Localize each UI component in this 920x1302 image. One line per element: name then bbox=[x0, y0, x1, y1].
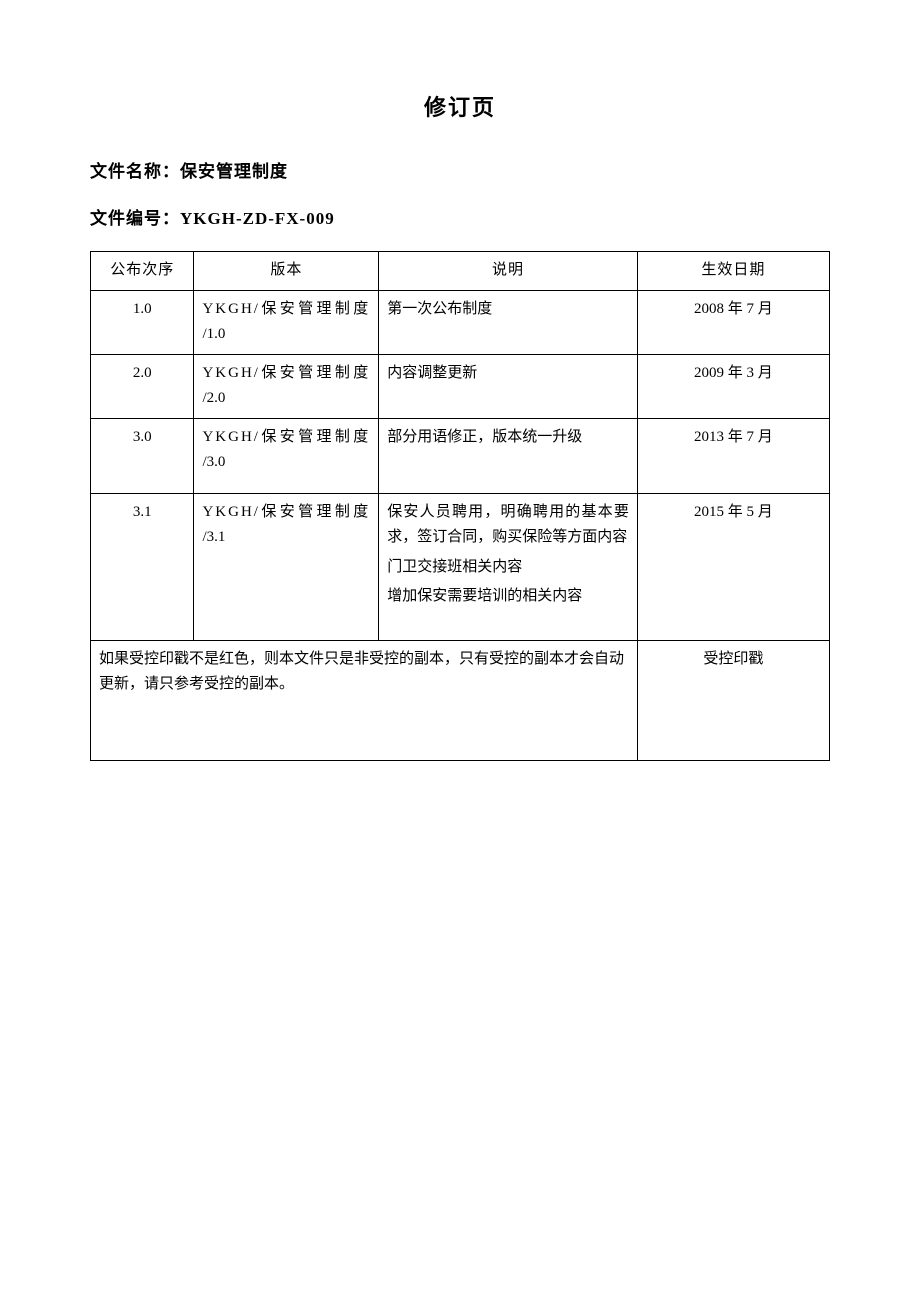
file-name-value: 保安管理制度 bbox=[180, 162, 288, 181]
footer-stamp-label: 受控印戳 bbox=[637, 640, 829, 760]
cell-order: 2.0 bbox=[91, 354, 194, 418]
version-line1: YKGH/保安管理制度 bbox=[202, 500, 370, 526]
version-line1: YKGH/保安管理制度 bbox=[202, 297, 370, 323]
file-name-line: 文件名称：保安管理制度 bbox=[90, 157, 830, 182]
cell-description: 保安人员聘用，明确聘用的基本要求，签订合同，购买保险等方面内容 门卫交接班相关内… bbox=[379, 493, 638, 640]
header-date: 生效日期 bbox=[637, 252, 829, 291]
revision-table: 公布次序 版本 说明 生效日期 1.0 YKGH/保安管理制度 /1.0 第一次… bbox=[90, 251, 830, 761]
cell-version: YKGH/保安管理制度 /3.1 bbox=[194, 493, 379, 640]
table-row: 3.0 YKGH/保安管理制度 /3.0 部分用语修正，版本统一升级 2013 … bbox=[91, 418, 830, 493]
cell-version: YKGH/保安管理制度 /1.0 bbox=[194, 290, 379, 354]
header-version: 版本 bbox=[194, 252, 379, 291]
file-code-line: 文件编号：YKGH-ZD-FX-009 bbox=[90, 204, 830, 229]
description-text: 增加保安需要培训的相关内容 bbox=[387, 584, 629, 610]
description-text: 内容调整更新 bbox=[387, 361, 629, 387]
version-line1: YKGH/保安管理制度 bbox=[202, 425, 370, 451]
version-line2: /2.0 bbox=[202, 386, 370, 412]
cell-version: YKGH/保安管理制度 /3.0 bbox=[194, 418, 379, 493]
cell-version: YKGH/保安管理制度 /2.0 bbox=[194, 354, 379, 418]
table-row: 3.1 YKGH/保安管理制度 /3.1 保安人员聘用，明确聘用的基本要求，签订… bbox=[91, 493, 830, 640]
cell-date: 2009 年 3 月 bbox=[637, 354, 829, 418]
version-line2: /1.0 bbox=[202, 322, 370, 348]
file-code-value: YKGH-ZD-FX-009 bbox=[180, 209, 335, 228]
cell-description: 部分用语修正，版本统一升级 bbox=[379, 418, 638, 493]
version-line1: YKGH/保安管理制度 bbox=[202, 361, 370, 387]
table-footer-row: 如果受控印戳不是红色，则本文件只是非受控的副本，只有受控的副本才会自动更新，请只… bbox=[91, 640, 830, 760]
table-row: 2.0 YKGH/保安管理制度 /2.0 内容调整更新 2009 年 3 月 bbox=[91, 354, 830, 418]
version-line2: /3.1 bbox=[202, 525, 370, 551]
header-order: 公布次序 bbox=[91, 252, 194, 291]
description-text: 保安人员聘用，明确聘用的基本要求，签订合同，购买保险等方面内容 bbox=[387, 500, 629, 551]
cell-order: 3.1 bbox=[91, 493, 194, 640]
page-title: 修订页 bbox=[90, 90, 830, 122]
version-line2: /3.0 bbox=[202, 450, 370, 476]
cell-order: 3.0 bbox=[91, 418, 194, 493]
description-text: 门卫交接班相关内容 bbox=[387, 555, 629, 581]
table-row: 1.0 YKGH/保安管理制度 /1.0 第一次公布制度 2008 年 7 月 bbox=[91, 290, 830, 354]
table-header-row: 公布次序 版本 说明 生效日期 bbox=[91, 252, 830, 291]
cell-date: 2008 年 7 月 bbox=[637, 290, 829, 354]
cell-description: 内容调整更新 bbox=[379, 354, 638, 418]
footer-note: 如果受控印戳不是红色，则本文件只是非受控的副本，只有受控的副本才会自动更新，请只… bbox=[91, 640, 638, 760]
cell-date: 2015 年 5 月 bbox=[637, 493, 829, 640]
file-name-label: 文件名称： bbox=[90, 162, 180, 181]
file-code-label: 文件编号： bbox=[90, 209, 180, 228]
description-text: 部分用语修正，版本统一升级 bbox=[387, 425, 629, 451]
cell-order: 1.0 bbox=[91, 290, 194, 354]
header-description: 说明 bbox=[379, 252, 638, 291]
description-text: 第一次公布制度 bbox=[387, 297, 629, 323]
cell-date: 2013 年 7 月 bbox=[637, 418, 829, 493]
cell-description: 第一次公布制度 bbox=[379, 290, 638, 354]
